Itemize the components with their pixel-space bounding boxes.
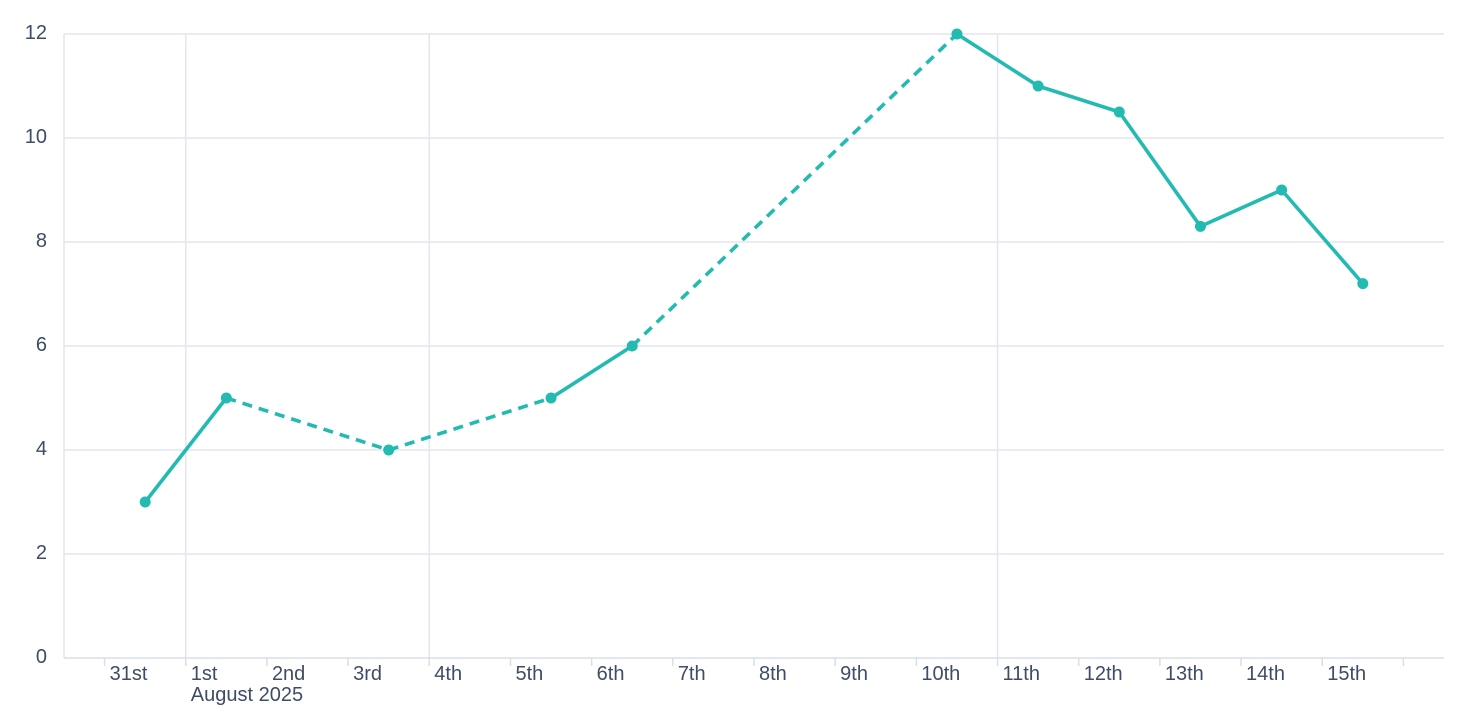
x-tick-label: 14th — [1246, 663, 1285, 685]
month-label: August 2025 — [191, 684, 303, 706]
x-tick-label: 13th — [1165, 663, 1204, 685]
x-tick-label: 12th — [1084, 663, 1123, 685]
x-tick-label: 5th — [515, 663, 543, 685]
y-tick-label: 4 — [36, 438, 47, 460]
x-tick-label: 15th — [1327, 663, 1366, 685]
line-segment-solid — [1280, 188, 1365, 285]
y-tick-label: 6 — [36, 334, 47, 356]
data-point-13th[interactable] — [1194, 220, 1206, 232]
line-segment-solid — [1117, 110, 1202, 228]
y-tick-label: 10 — [25, 126, 47, 148]
x-tick-label: 8th — [759, 663, 787, 685]
y-tick-label: 2 — [36, 542, 47, 564]
line-segment-dashed — [630, 32, 959, 348]
x-tick-label: 9th — [840, 663, 868, 685]
x-tick-label: 7th — [678, 663, 706, 685]
x-tick-label: 6th — [597, 663, 625, 685]
x-tick-label: 3rd — [353, 663, 382, 685]
data-point-3rd[interactable] — [383, 444, 395, 456]
line-segment-solid — [1199, 188, 1283, 229]
data-point-6th[interactable] — [626, 340, 638, 352]
data-point-15th[interactable] — [1357, 278, 1369, 290]
x-tick-label: 4th — [434, 663, 462, 685]
data-point-5th[interactable] — [545, 392, 557, 404]
data-point-31st[interactable] — [139, 496, 151, 508]
data-point-11th[interactable] — [1032, 80, 1044, 92]
data-point-12th[interactable] — [1113, 106, 1125, 118]
line-segment-solid — [955, 32, 1040, 88]
data-point-14th[interactable] — [1276, 184, 1288, 196]
line-segment-dashed — [225, 396, 390, 452]
line-segment-solid — [1037, 84, 1120, 114]
x-tick-label: 31st — [110, 663, 148, 685]
data-point-10th[interactable] — [951, 28, 963, 40]
line-segment-solid — [143, 396, 228, 504]
y-tick-label: 12 — [25, 22, 47, 44]
y-tick-label: 0 — [36, 646, 47, 668]
line-segment-dashed — [388, 396, 552, 452]
x-tick-label: 10th — [921, 663, 960, 685]
line-segment-solid — [550, 344, 634, 400]
y-tick-label: 8 — [36, 230, 47, 252]
x-tick-label: 1st — [191, 663, 218, 685]
x-tick-label: 2nd — [272, 663, 305, 685]
data-point-1st[interactable] — [220, 392, 232, 404]
x-tick-label: 11th — [1003, 663, 1040, 685]
